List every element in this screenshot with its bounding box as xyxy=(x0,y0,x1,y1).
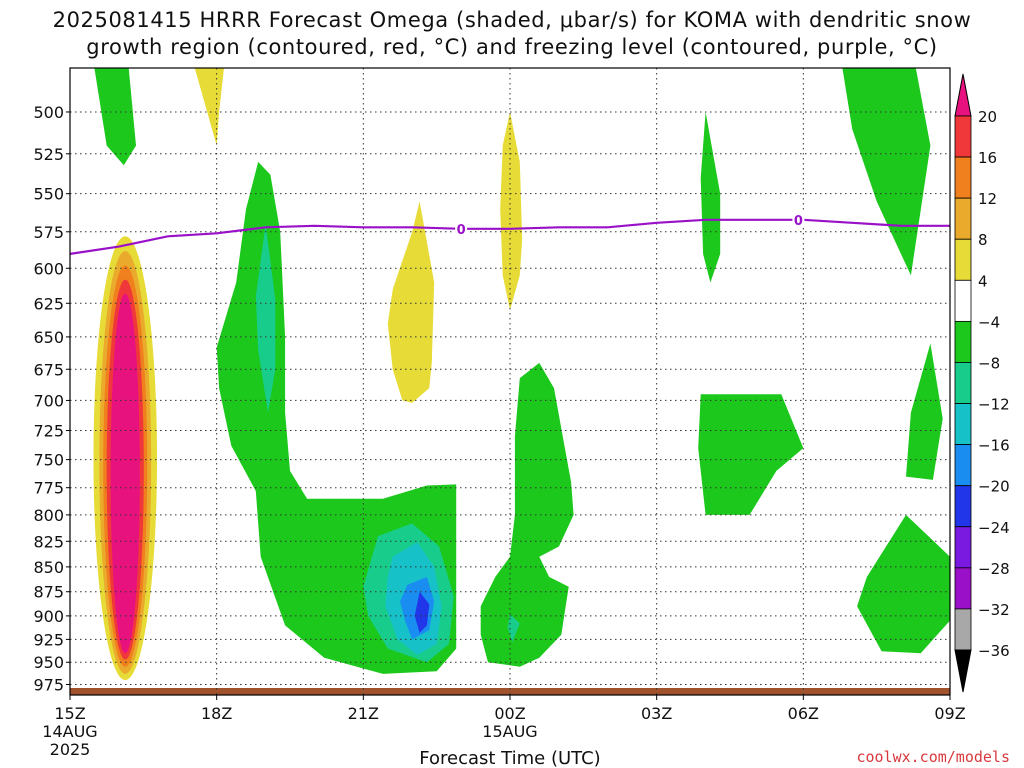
omega-region-14 xyxy=(906,343,943,480)
colorbar-bin xyxy=(954,403,972,446)
freezing-level-contour: 00 xyxy=(70,211,950,255)
y-tick-label: 650 xyxy=(33,328,64,347)
omega-region-0 xyxy=(94,68,136,166)
omega-shading xyxy=(70,68,950,695)
colorbar-label: −32 xyxy=(978,601,1010,619)
colorbar-bin xyxy=(954,279,972,322)
y-tick-label: 625 xyxy=(33,294,64,313)
colorbar-bin xyxy=(954,567,972,610)
colorbar-bin xyxy=(954,156,972,199)
colorbar-label: 4 xyxy=(978,272,988,290)
colorbar-top-arrow xyxy=(954,73,972,117)
omega-region-8 xyxy=(387,201,435,403)
colorbar-bin xyxy=(954,526,972,569)
omega-region-9 xyxy=(500,112,523,311)
omega-core-ring-4 xyxy=(110,293,140,654)
y-tick-label: 975 xyxy=(33,676,64,695)
x-tick-label: 06Z xyxy=(788,704,819,723)
y-tick-label: 825 xyxy=(33,532,64,551)
x-tick-date: 15AUG xyxy=(482,722,537,741)
colorbar: 20 16 12 8 4 −4 −8 −12 −16 −20 −24 −28 −32 −36 xyxy=(954,73,1010,693)
x-tick-label: 21Z xyxy=(348,704,379,723)
chart-title-line2: growth region (contoured, red, °C) and f… xyxy=(86,35,938,59)
freezing-level-label: 0 xyxy=(794,214,803,229)
x-axis-label: Forecast Time (UTC) xyxy=(419,748,600,768)
colorbar-bin xyxy=(954,197,972,240)
x-tick-year: 2025 xyxy=(50,740,91,759)
credit-text: coolwx.com/models xyxy=(856,748,1010,766)
omega-region-3 xyxy=(255,224,276,413)
omega-region-12 xyxy=(698,394,804,515)
colorbar-bin xyxy=(954,444,972,487)
freezing-level-label: 0 xyxy=(457,223,466,238)
colorbar-label: 20 xyxy=(978,108,997,126)
colorbar-bin xyxy=(954,485,972,528)
omega-region-11 xyxy=(700,112,721,283)
colorbar-label: 16 xyxy=(978,149,997,167)
y-tick-label: 925 xyxy=(33,630,64,649)
y-tick-label: 550 xyxy=(33,185,64,204)
y-tick-label: 800 xyxy=(33,506,64,525)
x-tick-label: 03Z xyxy=(641,704,672,723)
colorbar-bin xyxy=(954,608,972,651)
colorbar-label: −24 xyxy=(978,519,1010,537)
contour-label-bg xyxy=(792,211,805,227)
y-tick-label: 525 xyxy=(33,145,64,164)
contour-label-bg xyxy=(455,220,468,236)
y-tick-label: 500 xyxy=(33,103,64,122)
y-tick-label: 600 xyxy=(33,259,64,278)
y-tick-label: 675 xyxy=(33,360,64,379)
omega-region-13 xyxy=(842,68,931,276)
colorbar-bin xyxy=(954,320,972,363)
y-tick-label: 725 xyxy=(33,422,64,441)
y-tick-label: 900 xyxy=(33,607,64,626)
grid-lines xyxy=(70,68,950,695)
x-tick-label: 18Z xyxy=(201,704,232,723)
y-tick-label: 950 xyxy=(33,653,64,672)
omega-region-1 xyxy=(194,68,224,146)
y-tick-label: 700 xyxy=(33,391,64,410)
colorbar-label: −8 xyxy=(978,354,1000,372)
x-tick-label: 00Z xyxy=(494,704,525,723)
ground-strip xyxy=(70,688,950,695)
colorbar-label: −16 xyxy=(978,437,1010,455)
colorbar-label: −4 xyxy=(978,313,1000,331)
colorbar-label: −20 xyxy=(978,478,1010,496)
colorbar-bottom-arrow xyxy=(954,649,972,693)
y-tick-label: 575 xyxy=(33,223,64,242)
y-tick-label: 875 xyxy=(33,583,64,602)
colorbar-label: −28 xyxy=(978,560,1010,578)
colorbar-bin xyxy=(954,115,972,158)
y-tick-label: 775 xyxy=(33,479,64,498)
chart-title-line1: 2025081415 HRRR Forecast Omega (shaded, … xyxy=(52,8,972,32)
omega-region-small xyxy=(507,614,520,643)
omega-region-7 xyxy=(414,591,430,633)
colorbar-label: −12 xyxy=(978,396,1010,414)
colorbar-bin xyxy=(954,362,972,404)
y-axis-ticks: 500 525 550 575 600 625 650 675 700 725 750 775 800 8… xyxy=(33,103,70,695)
colorbar-label: 8 xyxy=(978,231,988,249)
colorbar-label: 12 xyxy=(978,190,997,208)
y-tick-label: 750 xyxy=(33,451,64,470)
x-tick-label: 15Z xyxy=(54,704,85,723)
x-tick-date: 14AUG xyxy=(42,722,97,741)
y-tick-label: 850 xyxy=(33,558,64,577)
omega-region-15 xyxy=(857,514,950,654)
omega-region-10 xyxy=(480,362,574,667)
x-tick-label: 09Z xyxy=(934,704,965,723)
colorbar-label: −36 xyxy=(978,642,1010,660)
colorbar-bin xyxy=(954,238,972,281)
